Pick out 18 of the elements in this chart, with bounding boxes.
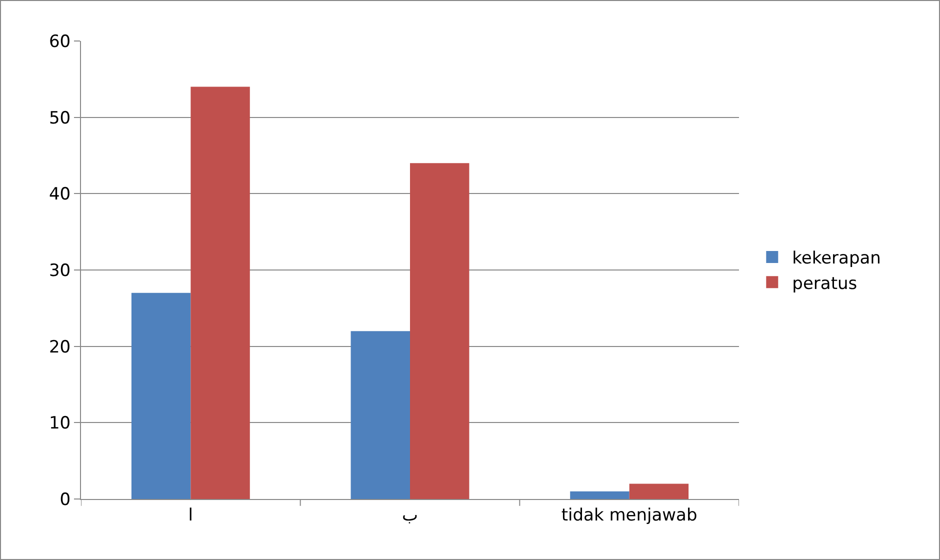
y-tick-label: 40: [48, 184, 71, 205]
x-tick-label: ب: [402, 505, 418, 526]
legend-label: peratus: [792, 274, 858, 294]
y-tick-label: 30: [48, 260, 71, 281]
bar: [570, 491, 630, 499]
x-tick-label: tidak menjawab: [561, 505, 698, 526]
y-tick-label: 0: [60, 490, 71, 510]
bar: [410, 163, 470, 499]
bar: [350, 331, 410, 499]
legend-label: kekerapan: [792, 248, 881, 269]
y-tick-label: 50: [48, 108, 71, 128]
bar: [190, 86, 250, 499]
y-tick-label: 10: [48, 414, 71, 434]
y-tick-label: 20: [48, 337, 71, 358]
y-tick-label: 60: [48, 32, 71, 52]
bar: [629, 484, 689, 499]
x-tick-label: ا: [188, 505, 194, 526]
bar: [131, 292, 191, 499]
